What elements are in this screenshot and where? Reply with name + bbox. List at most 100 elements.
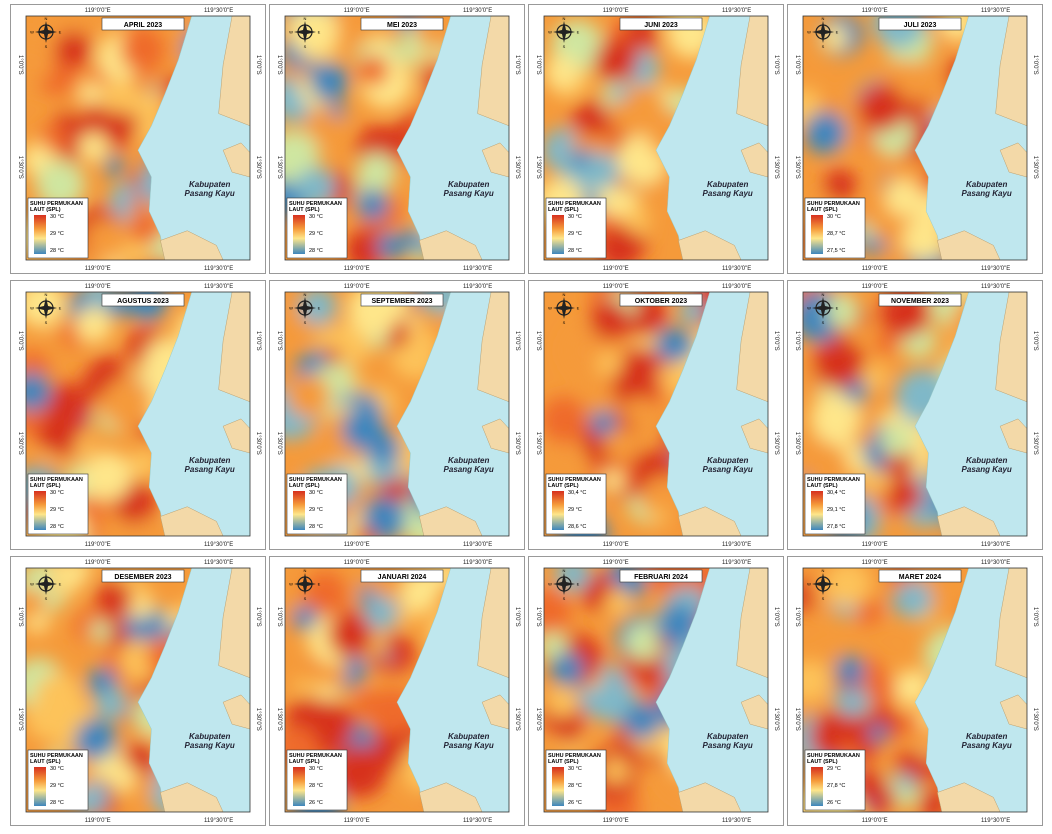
legend-ramp: [34, 767, 46, 806]
panel-title: APRIL 2023: [124, 22, 162, 29]
sst-blob: [550, 652, 584, 686]
lat-label: 1°30'0"S: [255, 156, 261, 179]
map-panel: 119°0'0"E119°0'0"E119°30'0"E119°30'0"E1°…: [269, 280, 525, 550]
lon-label: 119°0'0"E: [85, 818, 111, 824]
panel-title: JANUARI 2024: [378, 574, 427, 581]
lon-label: 119°0'0"E: [862, 818, 888, 824]
legend-title: LAUT (SPL): [289, 759, 320, 765]
legend-label: 26 °C: [827, 800, 841, 806]
compass-w: W: [807, 30, 811, 35]
panel-title: JUNI 2023: [644, 22, 678, 29]
lon-label: 119°30'0"E: [722, 560, 751, 566]
place-name: Pasang Kayu: [962, 465, 1012, 474]
sst-blob: [342, 407, 386, 451]
lon-label: 119°0'0"E: [344, 818, 370, 824]
map: 119°0'0"E119°0'0"E119°30'0"E119°30'0"E1°…: [269, 280, 525, 550]
compass-e: E: [59, 30, 62, 35]
lon-label: 119°30'0"E: [722, 266, 751, 272]
lat-label: 1°30'0"S: [276, 156, 282, 179]
lon-label: 119°30'0"E: [204, 542, 233, 548]
lat-label: 1°0'0"S: [255, 55, 261, 75]
sst-blob: [604, 428, 641, 465]
sst-blob: [41, 124, 68, 151]
legend-label: 28,7 °C: [827, 231, 845, 237]
sst-blob: [85, 219, 127, 261]
sst-blob: [90, 620, 111, 641]
sst-blob: [899, 714, 920, 735]
lat-label: 1°30'0"S: [794, 708, 800, 731]
legend-label: 29,1 °C: [827, 507, 845, 513]
compass-e: E: [318, 582, 321, 587]
legend-label: 30,4 °C: [568, 490, 586, 496]
legend-title: LAUT (SPL): [289, 207, 320, 213]
place-name: Kabupaten: [448, 180, 489, 189]
sst-blob: [817, 716, 837, 736]
lat-label: 1°0'0"S: [773, 55, 779, 75]
lat-label: 1°0'0"S: [1032, 331, 1038, 351]
lat-label: 1°30'0"S: [1032, 432, 1038, 455]
compass-n: N: [563, 568, 566, 573]
lon-label: 119°0'0"E: [603, 284, 629, 290]
lat-label: 1°0'0"S: [276, 607, 282, 627]
place-name: Kabupaten: [707, 456, 748, 465]
legend-label: 30 °C: [309, 214, 323, 220]
legend-label: 30 °C: [50, 490, 64, 496]
legend-label: 27,8 °C: [827, 524, 845, 530]
lat-label: 1°0'0"S: [794, 331, 800, 351]
compass-w: W: [807, 582, 811, 587]
lon-label: 119°0'0"E: [862, 8, 888, 14]
lon-label: 119°0'0"E: [85, 542, 111, 548]
lon-label: 119°30'0"E: [981, 560, 1010, 566]
place-name: Pasang Kayu: [185, 189, 235, 198]
place-name: Kabupaten: [189, 180, 230, 189]
sst-blob: [120, 27, 166, 73]
compass-s: S: [45, 44, 48, 49]
lon-label: 119°30'0"E: [204, 284, 233, 290]
compass-n: N: [563, 292, 566, 297]
lon-label: 119°30'0"E: [981, 818, 1010, 824]
compass-w: W: [30, 30, 34, 35]
place-name: Pasang Kayu: [703, 465, 753, 474]
legend-label: 29 °C: [309, 231, 323, 237]
lat-label: 1°0'0"S: [1032, 55, 1038, 75]
compass-e: E: [577, 30, 580, 35]
sst-blob: [822, 25, 848, 51]
lat-label: 1°30'0"S: [794, 156, 800, 179]
legend-label: 28 °C: [568, 248, 582, 254]
lon-label: 119°30'0"E: [981, 284, 1010, 290]
sst-blob: [130, 194, 146, 210]
place-name: Pasang Kayu: [185, 465, 235, 474]
legend-label: 28 °C: [50, 524, 64, 530]
panel-title: FEBRUARI 2024: [634, 574, 688, 581]
lon-label: 119°30'0"E: [981, 8, 1010, 14]
map: 119°0'0"E119°0'0"E119°30'0"E119°30'0"E1°…: [528, 4, 784, 274]
legend-title: LAUT (SPL): [807, 483, 838, 489]
legend-label: 26 °C: [309, 800, 323, 806]
compass-w: W: [30, 582, 34, 587]
lat-label: 1°30'0"S: [535, 708, 541, 731]
panel-title: OKTOBER 2023: [635, 298, 687, 305]
compass-s: S: [45, 320, 48, 325]
lon-label: 119°0'0"E: [603, 818, 629, 824]
sst-blob: [895, 581, 932, 618]
lat-label: 1°30'0"S: [1032, 708, 1038, 731]
compass-w: W: [548, 30, 552, 35]
compass-s: S: [45, 596, 48, 601]
sst-blob: [594, 39, 638, 83]
sst-blob: [55, 31, 91, 67]
legend-label: 29 °C: [50, 783, 64, 789]
lon-label: 119°0'0"E: [85, 8, 111, 14]
lon-label: 119°0'0"E: [603, 266, 629, 272]
sst-blob: [835, 655, 864, 684]
sst-blob: [826, 295, 859, 328]
legend-label: 29 °C: [568, 231, 582, 237]
map: 119°0'0"E119°0'0"E119°30'0"E119°30'0"E1°…: [528, 280, 784, 550]
lat-label: 1°30'0"S: [276, 432, 282, 455]
place-name: Kabupaten: [966, 732, 1007, 741]
map-panel: 119°0'0"E119°0'0"E119°30'0"E119°30'0"E1°…: [528, 4, 784, 274]
compass-e: E: [59, 306, 62, 311]
legend-label: 30 °C: [827, 214, 841, 220]
